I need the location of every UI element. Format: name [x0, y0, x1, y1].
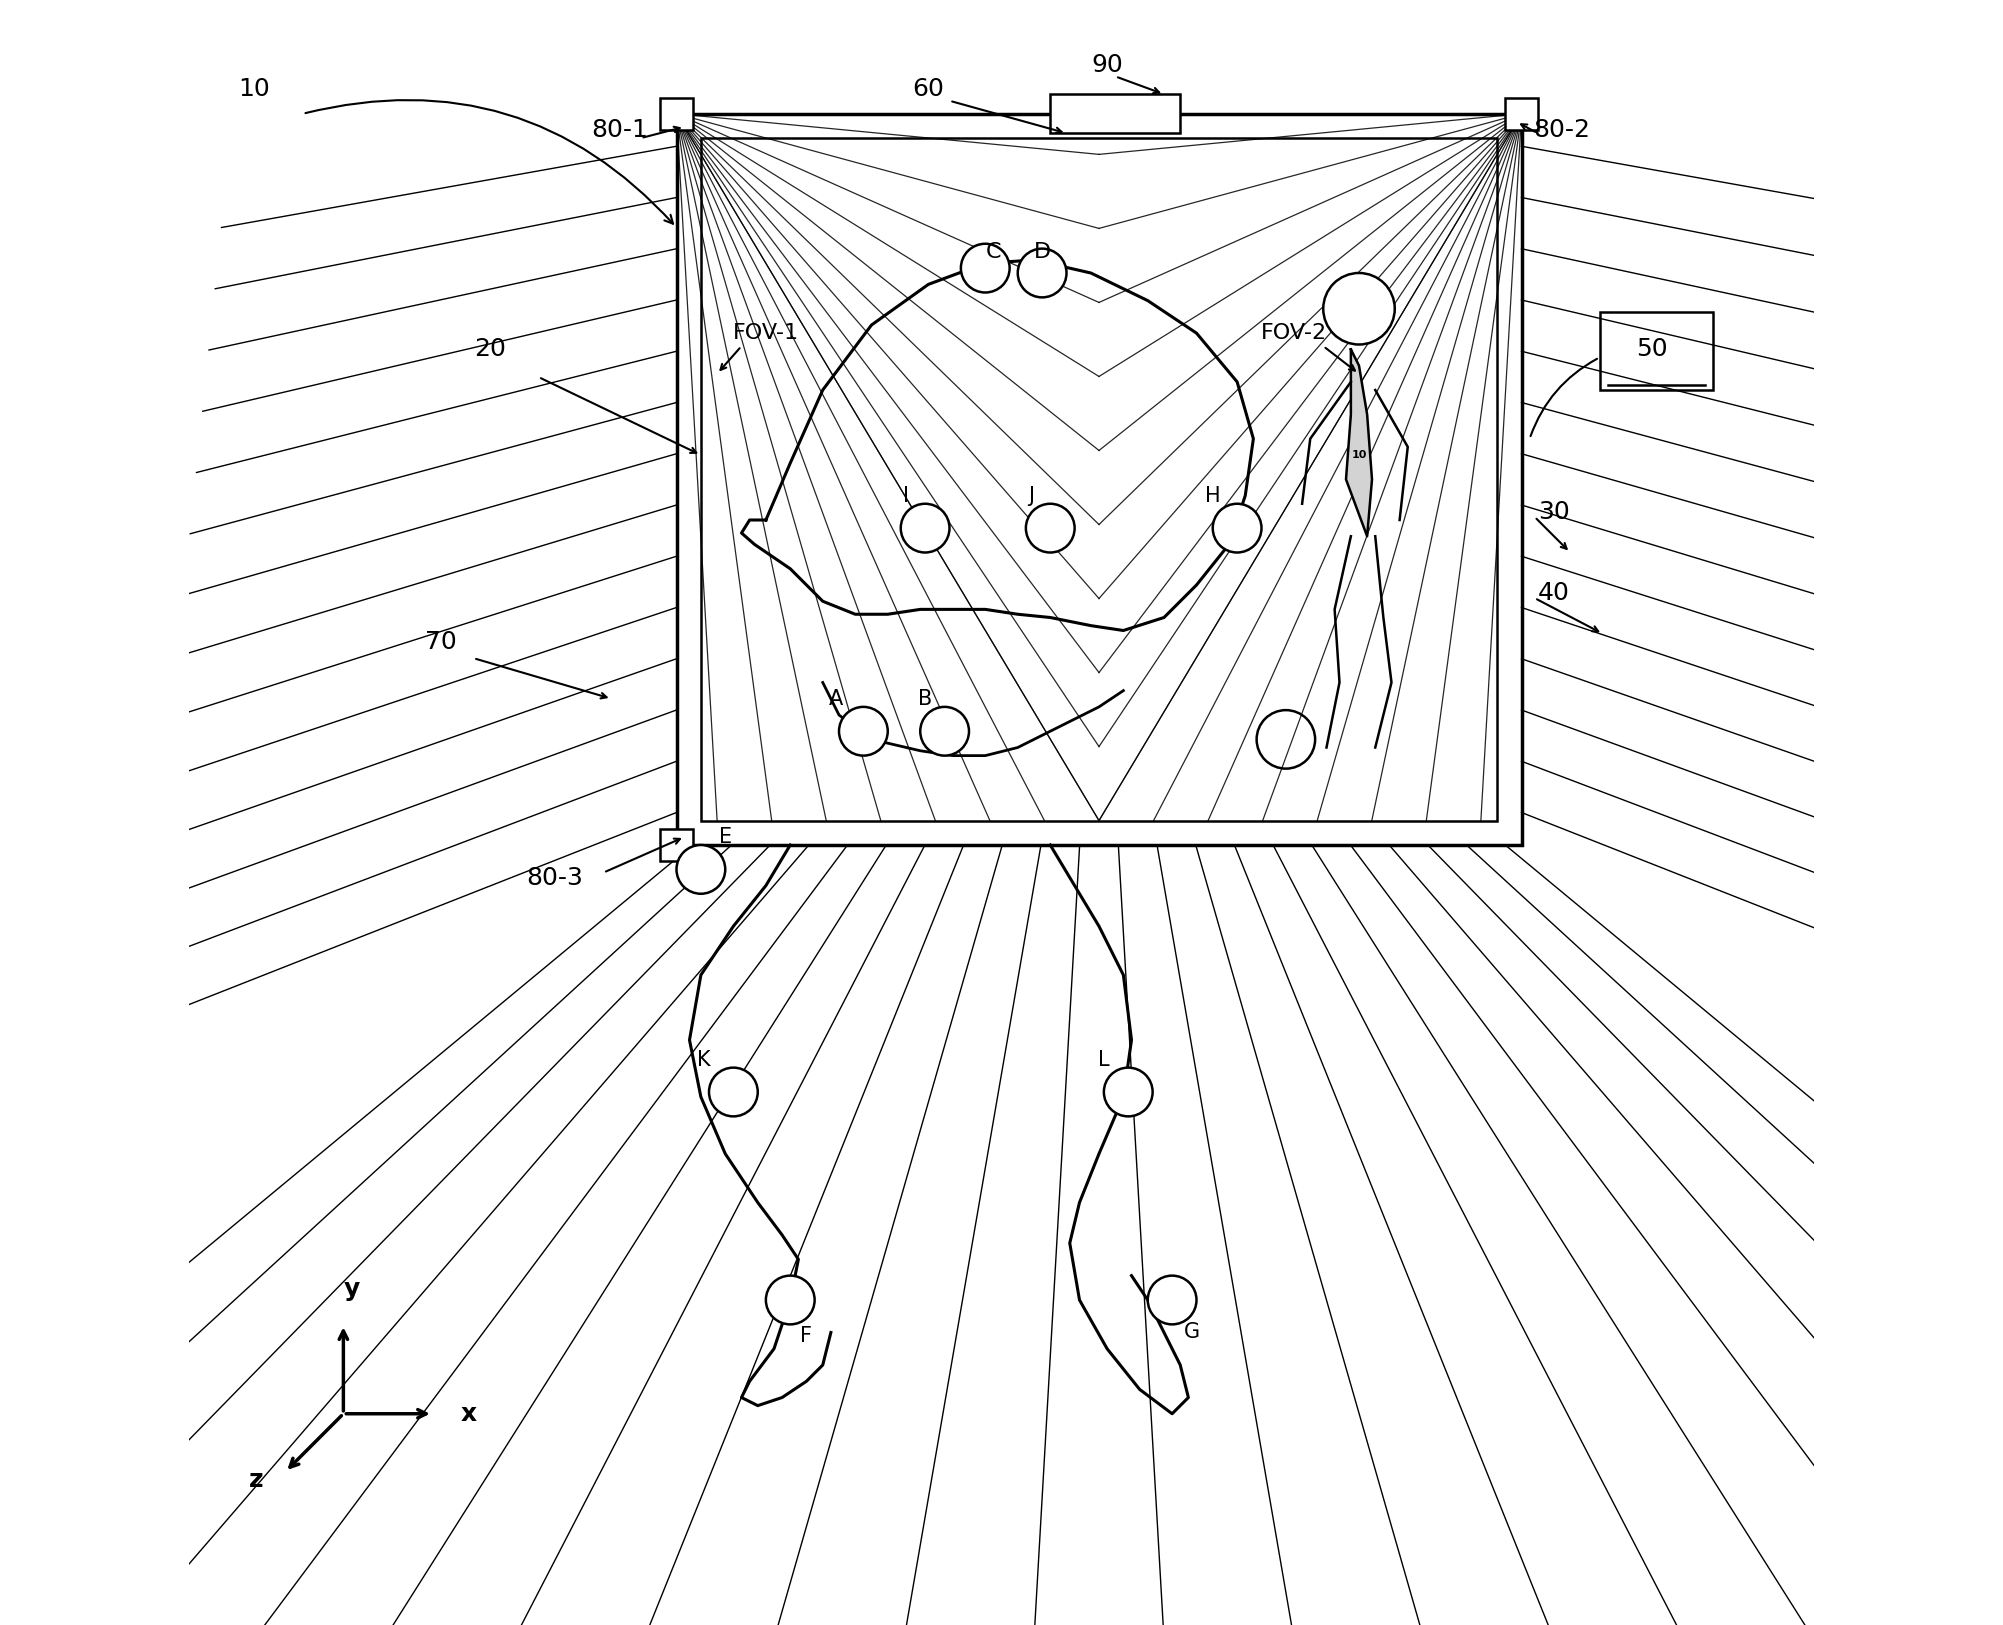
Text: 40: 40 [1538, 582, 1570, 604]
Circle shape [919, 707, 969, 756]
Polygon shape [1346, 349, 1372, 536]
Circle shape [765, 1276, 815, 1324]
Text: 80-3: 80-3 [527, 866, 583, 889]
Circle shape [961, 244, 1010, 292]
Text: E: E [719, 827, 731, 847]
Polygon shape [661, 98, 693, 130]
Text: F: F [801, 1326, 813, 1346]
Text: y: y [343, 1277, 361, 1300]
FancyArrowPatch shape [1530, 359, 1596, 436]
Text: 80-1: 80-1 [591, 119, 649, 141]
Text: 10: 10 [238, 78, 270, 101]
Circle shape [1026, 504, 1076, 552]
Text: C: C [985, 242, 1002, 262]
Text: K: K [697, 1050, 711, 1069]
Text: 90: 90 [1092, 54, 1124, 76]
Polygon shape [661, 829, 693, 861]
Text: H: H [1206, 486, 1220, 505]
Polygon shape [1050, 94, 1180, 133]
Text: I: I [903, 486, 909, 505]
Text: D: D [1034, 242, 1052, 262]
Circle shape [1104, 1068, 1152, 1116]
Text: 70: 70 [425, 630, 457, 653]
Text: z: z [248, 1467, 262, 1492]
Text: 50: 50 [1636, 338, 1666, 361]
Circle shape [839, 707, 887, 756]
Text: 20: 20 [473, 338, 505, 361]
Text: 80-2: 80-2 [1534, 119, 1590, 141]
Circle shape [1148, 1276, 1196, 1324]
Text: 30: 30 [1538, 500, 1570, 523]
Circle shape [1324, 273, 1394, 344]
Text: A: A [829, 689, 843, 708]
FancyArrowPatch shape [304, 101, 673, 224]
Text: FOV-2: FOV-2 [1262, 323, 1328, 343]
Text: FOV-1: FOV-1 [733, 323, 799, 343]
Circle shape [901, 504, 949, 552]
Circle shape [1212, 504, 1262, 552]
Text: L: L [1098, 1050, 1110, 1069]
Bar [1600, 312, 1713, 390]
Text: B: B [917, 689, 931, 708]
Text: x: x [461, 1402, 477, 1425]
Polygon shape [1504, 98, 1538, 130]
Circle shape [1018, 249, 1066, 297]
Text: G: G [1184, 1323, 1200, 1342]
Text: 60: 60 [913, 78, 943, 101]
Text: J: J [1028, 486, 1034, 505]
Text: 10: 10 [1352, 450, 1366, 460]
Circle shape [677, 845, 725, 894]
Circle shape [709, 1068, 757, 1116]
